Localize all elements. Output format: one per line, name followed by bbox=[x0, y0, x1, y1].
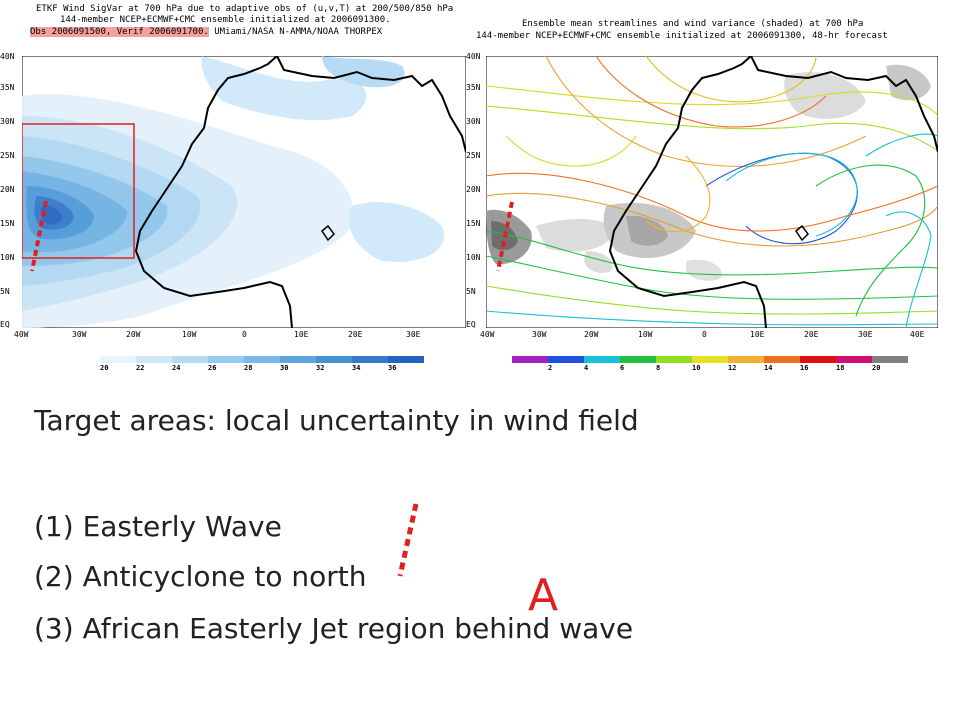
colorbar-swatch bbox=[352, 356, 388, 363]
list-item-easterly-wave: (1) Easterly Wave bbox=[34, 510, 282, 543]
colorbar-swatch bbox=[280, 356, 316, 363]
colorbar-swatch bbox=[316, 356, 352, 363]
right-map-panel: Ensemble mean streamlines and wind varia… bbox=[466, 0, 960, 372]
colorbar-swatch bbox=[728, 356, 764, 363]
colorbar-swatch bbox=[584, 356, 620, 363]
left-header-line1: ETKF Wind SigVar at 700 hPa due to adapt… bbox=[36, 4, 454, 14]
colorbar-swatch bbox=[172, 356, 208, 363]
left-sigvar-map bbox=[22, 56, 466, 328]
colorbar-swatch bbox=[836, 356, 872, 363]
left-colorbar bbox=[100, 356, 424, 363]
colorbar-swatch bbox=[208, 356, 244, 363]
colorbar-swatch bbox=[100, 356, 136, 363]
list-item-anticyclone: (2) Anticyclone to north bbox=[34, 560, 367, 593]
right-lat-labels: 40N 35N 30N 25N 20N 15N 10N 5N EQ bbox=[466, 52, 481, 329]
colorbar-swatch bbox=[656, 356, 692, 363]
left-lon-labels: 40W 30W 20W 10W 0 10E 20E 30E bbox=[14, 330, 421, 339]
right-colorbar-labels: 2 4 6 8 10 12 14 16 18 20 bbox=[548, 364, 881, 372]
slide-heading: Target areas: local uncertainty in wind … bbox=[34, 404, 639, 437]
left-header-line3: Obs 2006091500, Verif 2006091700. UMiami… bbox=[30, 26, 382, 38]
right-header-line2: 144-member NCEP+ECMWF+CMC ensemble initi… bbox=[476, 31, 888, 41]
left-map-panel: ETKF Wind SigVar at 700 hPa due to adapt… bbox=[0, 0, 466, 372]
colorbar-swatch bbox=[388, 356, 424, 363]
colorbar-swatch bbox=[512, 356, 548, 363]
colorbar-swatch bbox=[620, 356, 656, 363]
colorbar-swatch bbox=[548, 356, 584, 363]
anticyclone-marker: A bbox=[528, 570, 559, 621]
left-colorbar-labels: 20 22 24 26 28 30 32 34 36 bbox=[100, 364, 397, 372]
right-lon-labels: 40W 30W 20W 10W 0 10E 20E 30E 40E bbox=[480, 330, 925, 339]
list-item-aej-region: (3) African Easterly Jet region behind w… bbox=[34, 612, 634, 645]
colorbar-swatch bbox=[692, 356, 728, 363]
left-lat-labels: 40N 35N 30N 25N 20N 15N 10N 5N EQ bbox=[0, 52, 15, 329]
right-colorbar bbox=[512, 356, 908, 363]
colorbar-swatch bbox=[800, 356, 836, 363]
colorbar-swatch bbox=[872, 356, 908, 363]
colorbar-swatch bbox=[244, 356, 280, 363]
colorbar-swatch bbox=[764, 356, 800, 363]
obs-verif-highlight: Obs 2006091500, Verif 2006091700. bbox=[30, 27, 209, 37]
right-streamline-map bbox=[486, 56, 938, 328]
right-header-line1: Ensemble mean streamlines and wind varia… bbox=[522, 19, 864, 29]
colorbar-swatch bbox=[136, 356, 172, 363]
left-header-credit: UMiami/NASA N-AMMA/NOAA THORPEX bbox=[214, 27, 383, 37]
left-header-line2: 144-member NCEP+ECMWF+CMC ensemble initi… bbox=[60, 15, 391, 25]
wave-axis-dashed-line bbox=[397, 503, 419, 577]
